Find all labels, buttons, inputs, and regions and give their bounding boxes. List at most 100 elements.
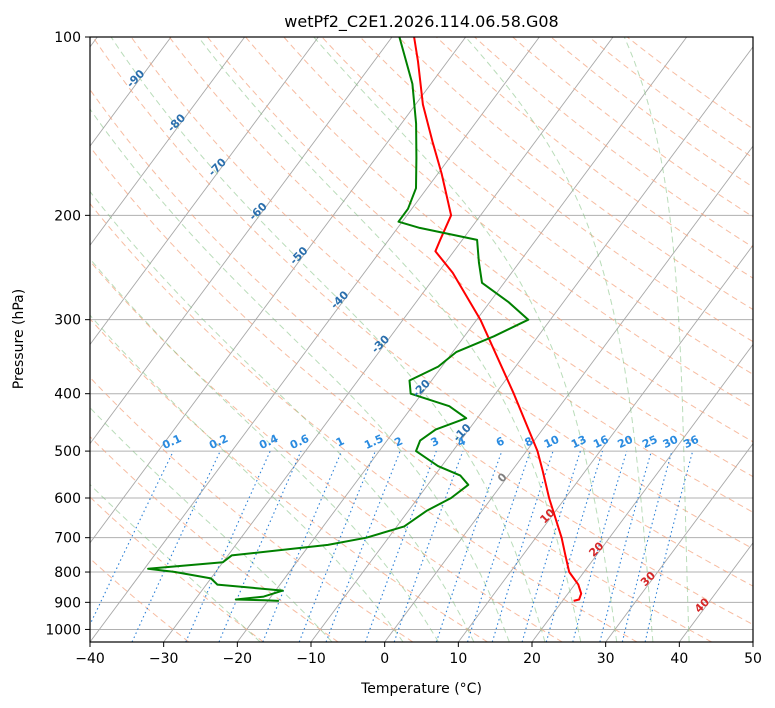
mixing-ratio-label: 0.2	[207, 432, 230, 452]
x-tick-label: 0	[380, 651, 389, 667]
dry-adiabat	[550, 37, 753, 188]
isotherm-label: -70	[206, 155, 229, 178]
mixing-ratio-line	[491, 450, 554, 642]
mixing-ratio-label: 10	[542, 433, 562, 451]
isotherm-label: -40	[328, 288, 351, 311]
moist-adiabat	[313, 37, 618, 642]
x-tick-label: 20	[523, 651, 541, 667]
x-tick-label: −20	[223, 651, 253, 667]
isotherm-line	[90, 37, 172, 147]
isotherm-label: -20	[410, 377, 433, 400]
isotherm-line	[163, 37, 614, 642]
mixing-ratio-line	[90, 450, 174, 627]
mixing-ratio-label: 36	[682, 433, 702, 451]
isotherm-line	[457, 244, 753, 642]
moist-adiabat	[90, 483, 261, 642]
mixing-ratio-label: 2	[392, 434, 404, 449]
dry-adiabat	[90, 260, 563, 642]
mixing-ratio-label: 1	[334, 434, 346, 449]
isotherm-label: -10	[451, 421, 474, 444]
mixing-ratio-line	[364, 450, 437, 642]
mixing-ratio-label: 1.5	[362, 432, 385, 452]
mixing-ratio-label: 16	[591, 433, 611, 451]
y-tick-label: 200	[54, 208, 81, 224]
dry-adiabat	[512, 37, 753, 218]
y-tick-label: 600	[54, 491, 81, 507]
isotherm-line	[90, 37, 246, 247]
dry-adiabat	[321, 37, 753, 375]
mixing-ratio-label: 13	[569, 433, 588, 451]
mixing-ratio-label: 20	[616, 433, 636, 451]
x-tick-label: 50	[744, 651, 762, 667]
isotherm-line	[236, 37, 688, 642]
isotherm-line	[90, 37, 467, 544]
chart-title: wetPf2_C2E1.2026.114.06.58.G08	[284, 12, 558, 32]
mixing-ratio-line	[435, 450, 503, 642]
isoline-labels: 0.1 0.2 0.4 0.6 1 1.5 2 3 4 6 8 10 13 16 20 25 30 36-90-8…	[124, 67, 712, 616]
dewpoint-profile	[147, 37, 530, 602]
dry-adiabat	[168, 37, 753, 513]
dry-adiabat	[90, 145, 712, 642]
moist-adiabat	[465, 37, 654, 642]
isotherm-label: 10	[537, 506, 557, 526]
isotherm-line	[90, 37, 393, 445]
mixing-ratio-line	[599, 450, 652, 642]
isotherm-label: -50	[287, 244, 310, 267]
isotherm-label: -80	[165, 111, 188, 134]
y-tick-label: 500	[54, 444, 81, 460]
x-tick-label: 30	[597, 651, 615, 667]
y-tick-label: 400	[54, 387, 81, 403]
y-tick-label: 300	[54, 313, 81, 329]
plot-frame	[89, 36, 754, 643]
x-tick-label: −10	[296, 651, 326, 667]
mixing-ratio-line	[393, 450, 464, 642]
isotherm-line	[531, 343, 753, 642]
isotherm-line	[605, 442, 753, 642]
moist-adiabat	[90, 190, 475, 642]
y-tick-label: 100	[54, 30, 81, 46]
mixing-ratio-line	[185, 450, 271, 642]
x-axis-title: Temperature (°C)	[360, 681, 482, 697]
dry-adiabat	[90, 202, 638, 642]
mixing-ratio-line	[621, 450, 673, 642]
dry-adiabat	[359, 37, 753, 343]
dry-adiabat	[397, 37, 753, 311]
isotherm-label: 20	[586, 539, 606, 559]
dry-adiabat	[90, 88, 753, 626]
dry-adiabat	[130, 37, 753, 550]
mixing-ratio-line	[466, 450, 531, 642]
dry-adiabat	[92, 37, 753, 587]
data-series	[147, 37, 583, 602]
isotherm-label: 40	[692, 595, 712, 615]
x-tick-label: 10	[449, 651, 467, 667]
x-tick-label: −40	[75, 651, 105, 667]
mixing-ratio-label: 0.6	[288, 432, 311, 452]
dry-adiabat	[90, 496, 264, 642]
mixing-ratio-line	[325, 450, 401, 642]
x-tick-label: 40	[670, 651, 688, 667]
mixing-ratio-label: 0.1	[160, 432, 183, 452]
moist-adiabat	[90, 314, 404, 642]
isotherm-line	[752, 641, 753, 642]
moist-adiabat	[110, 37, 546, 642]
mixing-ratio-line	[131, 450, 221, 642]
y-tick-label: 1000	[45, 622, 81, 638]
dry-adiabat	[90, 376, 414, 642]
isotherm-label: 0	[495, 470, 510, 485]
mixing-ratio-line	[298, 450, 376, 642]
mixing-ratio-label: 3	[429, 434, 441, 449]
axes: −40 −30 −20 −10 0 10 20 30 40 5010020030040050060…	[45, 30, 762, 667]
mixing-ratio-label: 6	[494, 434, 507, 449]
isotherm-line	[310, 46, 753, 642]
isotherm-line	[90, 37, 540, 642]
mixing-ratio-line	[218, 450, 302, 642]
temperature-profile	[413, 37, 583, 602]
isotherm-line	[678, 542, 753, 642]
isotherm-line	[90, 37, 319, 346]
dry-adiabat	[283, 37, 753, 409]
mixing-ratio-line	[572, 450, 628, 642]
moist-adiabat	[623, 37, 690, 642]
y-axis-title: Pressure (hPa)	[11, 289, 27, 389]
moist-adiabat	[90, 406, 333, 642]
